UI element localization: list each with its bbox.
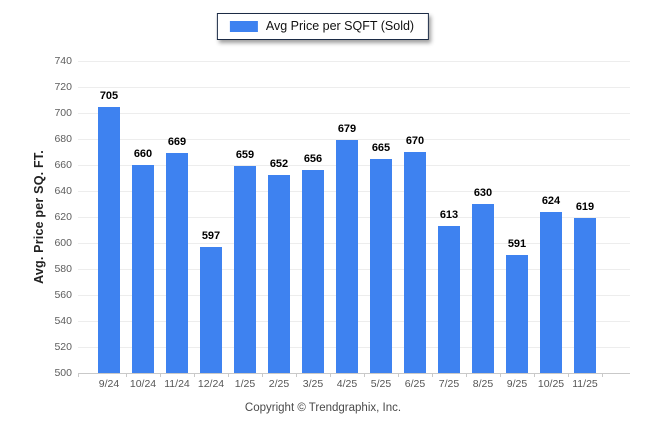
- y-axis-tick-labels: 500 520 540 560 580 600 620 640 660 680 700 720 740: [30, 56, 72, 378]
- x-tick-label: 4/25: [336, 378, 358, 390]
- x-tick-label: 1/25: [234, 378, 256, 390]
- x-axis-tick: [194, 373, 195, 377]
- x-tick-label: 9/25: [506, 378, 528, 390]
- y-tick-label: 620: [54, 210, 72, 223]
- x-axis-tick: [330, 373, 331, 377]
- bar-value-label: 659: [235, 149, 255, 162]
- y-tick-label: 720: [54, 80, 72, 93]
- x-axis-tick: [126, 373, 127, 377]
- bar-value-label: 597: [201, 229, 221, 242]
- bar-value-label: 679: [337, 123, 357, 136]
- x-tick-label: 6/25: [404, 378, 426, 390]
- x-axis-tick: [228, 373, 229, 377]
- x-tick-label: 2/25: [268, 378, 290, 390]
- x-tick-label: 9/24: [98, 378, 120, 390]
- x-axis-tick-labels: 9/24 10/24 11/24 12/24 1/25 2/25 3/25 4/25 5/25 6…: [78, 379, 630, 393]
- bar-value-label: 613: [439, 209, 459, 222]
- x-tick-label: 3/25: [302, 378, 324, 390]
- bar-2/25: [268, 175, 290, 373]
- gridline: [78, 113, 630, 114]
- x-axis-tick: [432, 373, 433, 377]
- legend-swatch-icon: [229, 20, 258, 32]
- x-axis-tick: [602, 373, 603, 377]
- bar-12/24: [200, 246, 222, 373]
- bar-7/25: [438, 226, 460, 373]
- x-tick-label: 8/25: [472, 378, 494, 390]
- bar-10/24: [132, 165, 154, 373]
- bar-value-label: 660: [133, 148, 153, 160]
- y-tick-label: 680: [54, 132, 72, 145]
- y-tick-label: 560: [54, 288, 72, 301]
- bar-10/25: [540, 211, 562, 373]
- x-axis-tick: [78, 373, 79, 377]
- bar-value-label: 669: [167, 136, 187, 149]
- bar-value-label: 630: [473, 187, 493, 199]
- x-axis-tick: [262, 373, 263, 377]
- y-tick-label: 580: [54, 262, 72, 275]
- bar-value-label: 624: [541, 194, 561, 207]
- bar-5/25: [370, 158, 392, 373]
- bar-value-label: 619: [575, 201, 595, 214]
- y-tick-label: 600: [54, 236, 72, 249]
- bar-value-label: 705: [99, 89, 119, 102]
- legend: Avg Price per SQFT (Sold): [216, 13, 430, 40]
- legend-label: Avg Price per SQFT (Sold): [265, 19, 415, 33]
- bar-8/25: [472, 204, 494, 373]
- y-tick-label: 520: [54, 340, 72, 353]
- y-tick-label: 540: [54, 314, 72, 327]
- y-tick-label: 640: [54, 184, 72, 197]
- gridline: [78, 61, 630, 62]
- plot-area: 705 660 669 597 659 652 656 679 665 670 613 630 591 6…: [78, 61, 630, 377]
- gridline: [78, 87, 630, 88]
- x-axis-tick: [364, 373, 365, 377]
- x-axis-tick: [296, 373, 297, 377]
- x-axis-tick: [160, 373, 161, 377]
- gridline: [78, 139, 630, 140]
- x-tick-label: 5/25: [370, 378, 392, 390]
- x-tick-label: 11/25: [572, 378, 598, 390]
- y-tick-label: 660: [54, 158, 72, 171]
- x-tick-label: 11/24: [164, 378, 190, 390]
- x-axis-tick: [398, 373, 399, 377]
- x-axis-tick: [500, 373, 501, 377]
- bar-value-label: 665: [371, 141, 391, 154]
- bar-3/25: [302, 170, 324, 373]
- x-axis-tick: [534, 373, 535, 377]
- bar-value-label: 670: [405, 135, 425, 147]
- bar-9/25: [506, 254, 528, 373]
- copyright-text: Copyright © Trendgraphix, Inc.: [244, 402, 402, 414]
- bar-1/25: [234, 166, 256, 373]
- x-axis-tick: [568, 373, 569, 377]
- bar-4/25: [336, 140, 358, 373]
- bar-value-label: 656: [303, 153, 323, 166]
- bar-11/24: [166, 153, 188, 373]
- y-tick-label: 700: [54, 106, 72, 119]
- y-tick-label: 500: [54, 366, 72, 379]
- y-tick-label: 740: [54, 54, 72, 67]
- x-tick-label: 10/24: [129, 378, 157, 390]
- bar-9/24: [98, 106, 120, 373]
- x-axis-tick: [466, 373, 467, 377]
- bar-6/25: [404, 152, 426, 373]
- bar-value-label: 652: [269, 158, 289, 171]
- bar-11/25: [574, 218, 596, 373]
- x-tick-label: 10/25: [537, 378, 565, 390]
- x-tick-label: 12/24: [197, 378, 225, 390]
- bar-value-label: 591: [507, 237, 527, 250]
- x-tick-label: 7/25: [438, 378, 460, 390]
